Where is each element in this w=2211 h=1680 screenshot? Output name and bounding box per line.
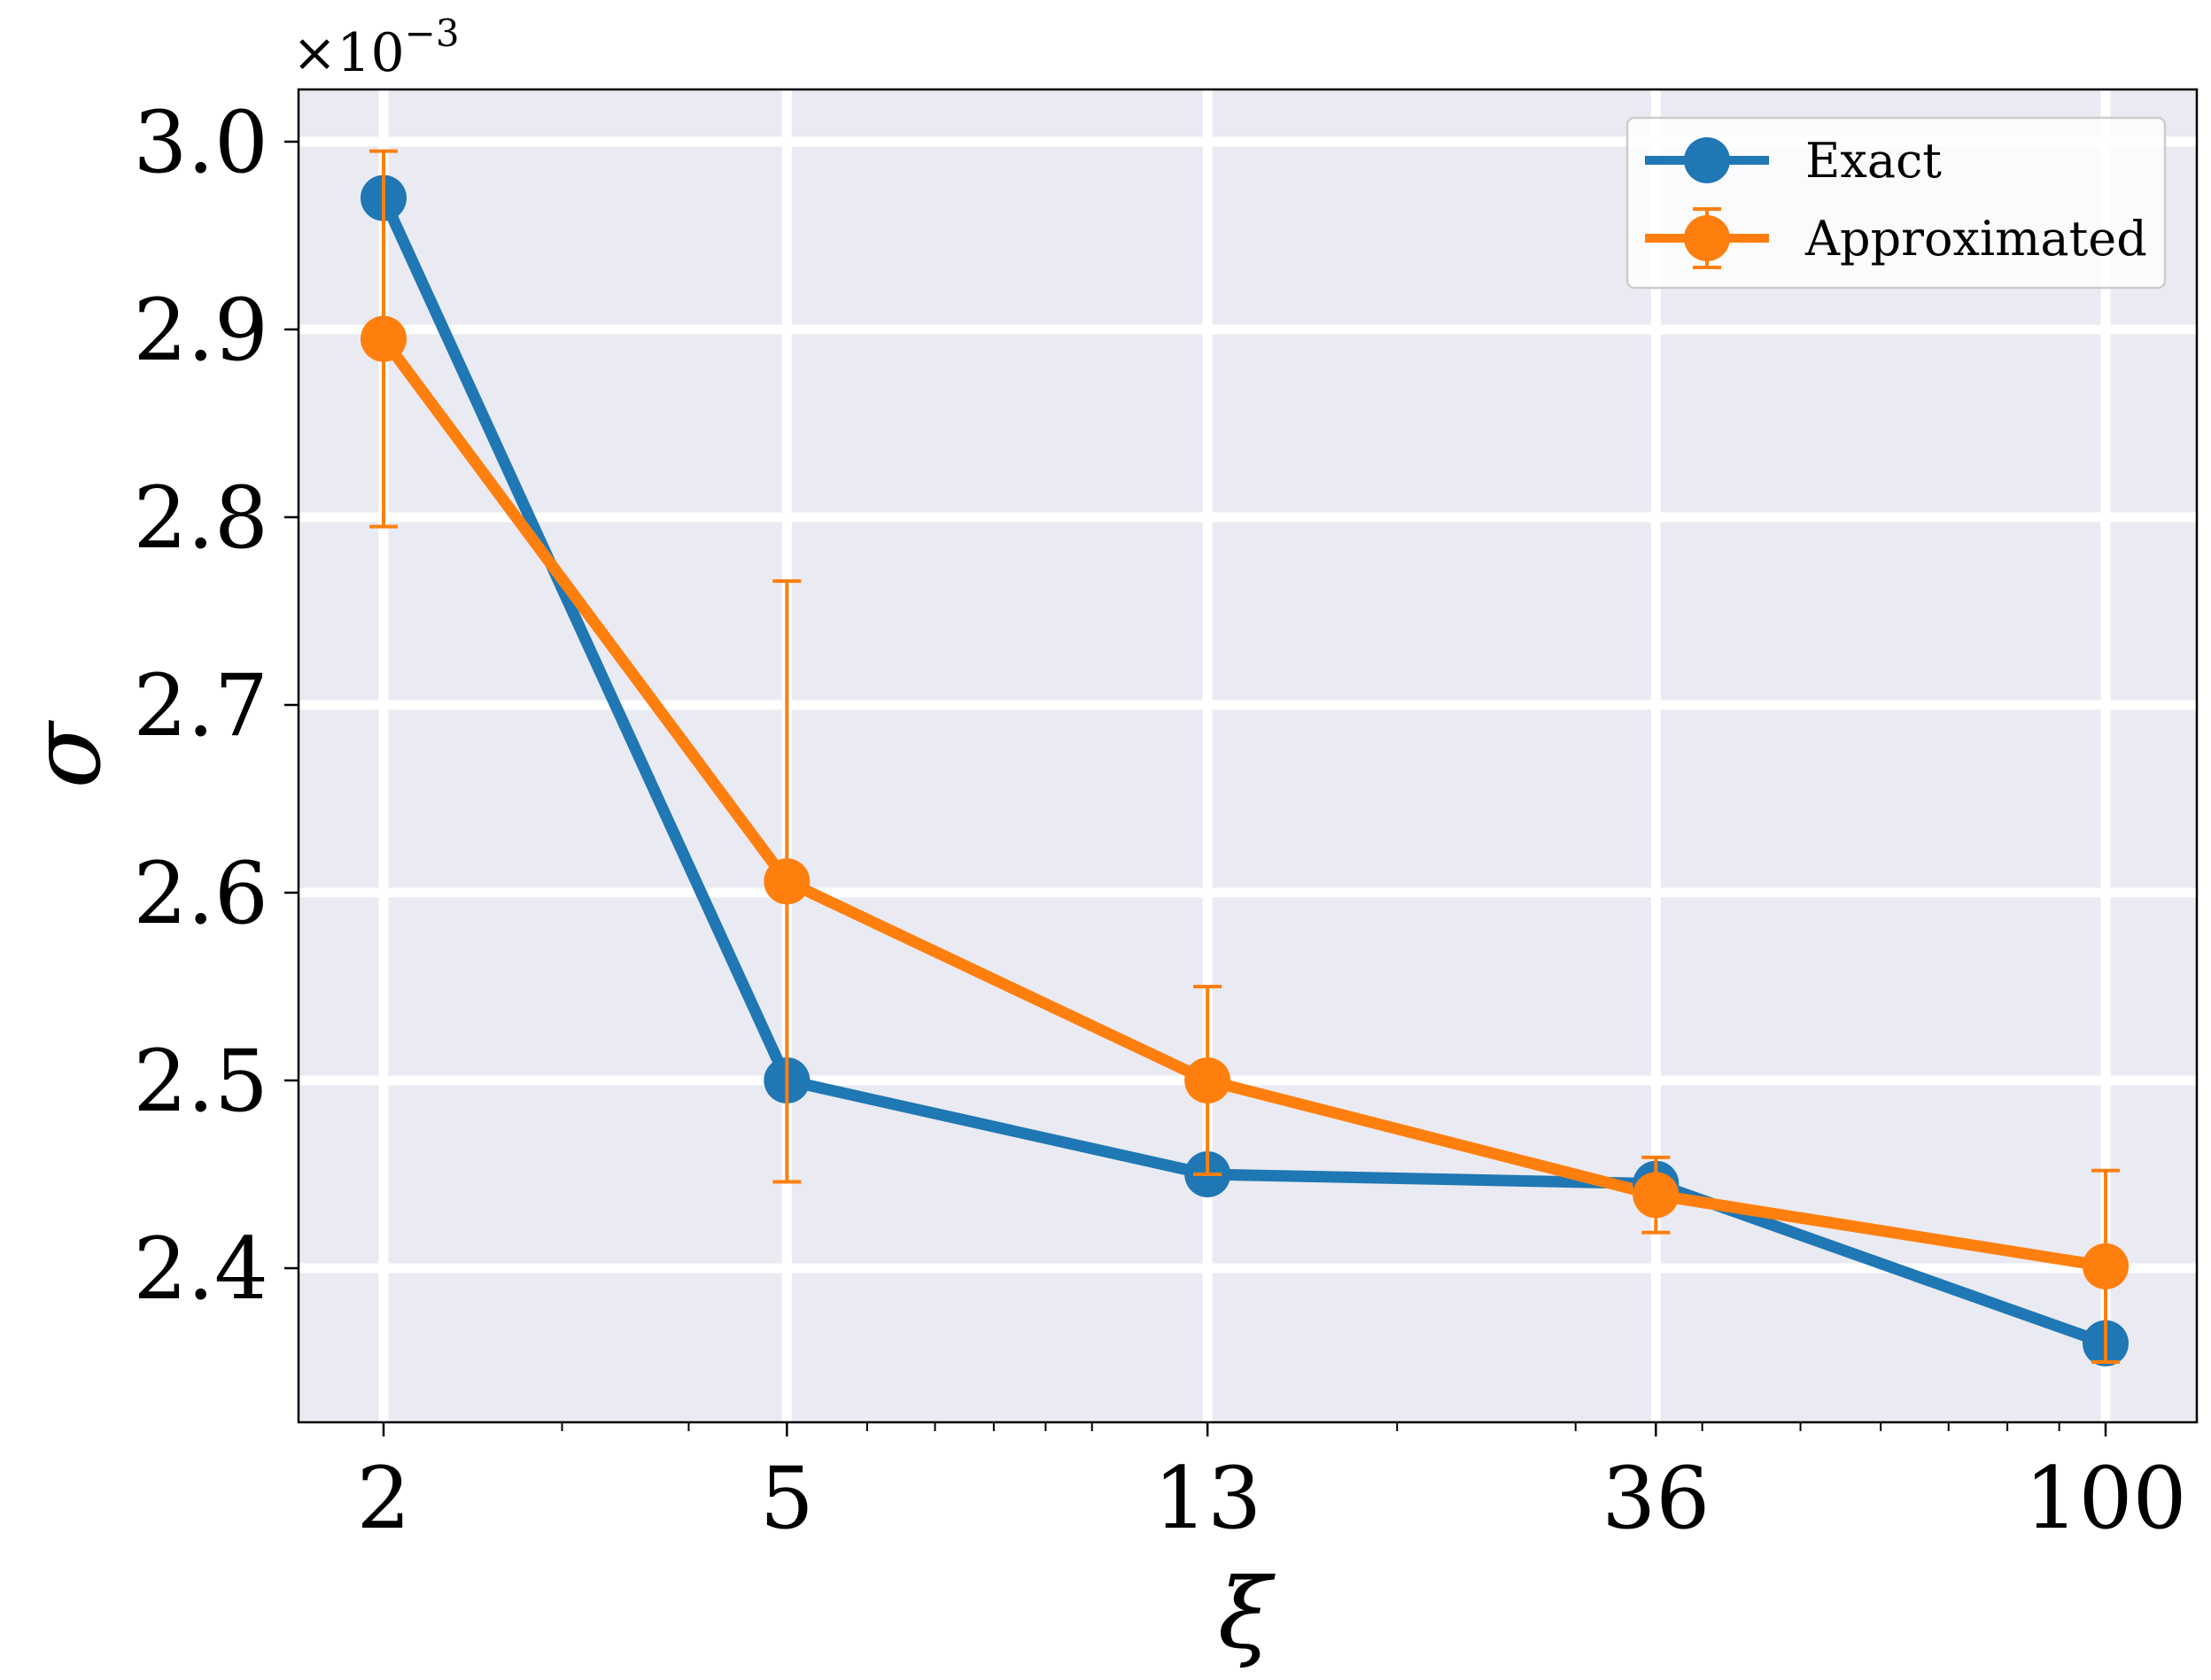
plot-frame <box>297 88 2199 1424</box>
y-tick-label: 2.6 <box>133 844 268 943</box>
y-tick-label: 2.5 <box>133 1032 268 1131</box>
x-tick-labels: 2 5 13 36 100 <box>356 1449 2186 1548</box>
x-tick-label: 2 <box>356 1449 410 1548</box>
series-layer <box>361 149 2129 1366</box>
y-tick-label: 2.9 <box>133 281 268 380</box>
y-tick-label: 2.8 <box>133 468 268 568</box>
x-tick-label: 13 <box>1153 1449 1261 1548</box>
legend-exact-label: Exact <box>1805 133 1942 189</box>
x-axis-label: ξ <box>1218 1557 1276 1670</box>
y-tick-label: 2.7 <box>133 656 268 755</box>
point-approximated <box>2083 1243 2129 1289</box>
y-axis-label: σ <box>9 720 122 789</box>
y-offset-exponent: −3 <box>405 12 460 55</box>
y-tick-labels: 2.4 2.5 2.6 2.7 2.8 2.9 3.0 <box>133 93 268 1319</box>
point-approximated <box>1633 1172 1680 1219</box>
legend-approx-marker <box>1684 215 1730 261</box>
point-approximated <box>361 315 407 362</box>
point-approximated <box>1184 1057 1231 1103</box>
y-tick-label: 3.0 <box>133 93 268 192</box>
minor-ticks <box>284 140 2107 1436</box>
point-approximated <box>764 858 811 905</box>
x-tick-label: 5 <box>760 1449 814 1548</box>
legend: Exact Approximated <box>1625 116 2167 290</box>
grid <box>299 89 2197 1422</box>
y-tick-label: 2.4 <box>133 1219 268 1319</box>
x-tick-label: 100 <box>2024 1449 2186 1548</box>
plot-background <box>299 89 2197 1422</box>
y-offset-text: ×10−3 <box>292 12 460 84</box>
x-tick-label: 36 <box>1602 1449 1710 1548</box>
legend-exact-marker <box>1684 137 1730 183</box>
legend-approx-label: Approximated <box>1804 211 2147 267</box>
